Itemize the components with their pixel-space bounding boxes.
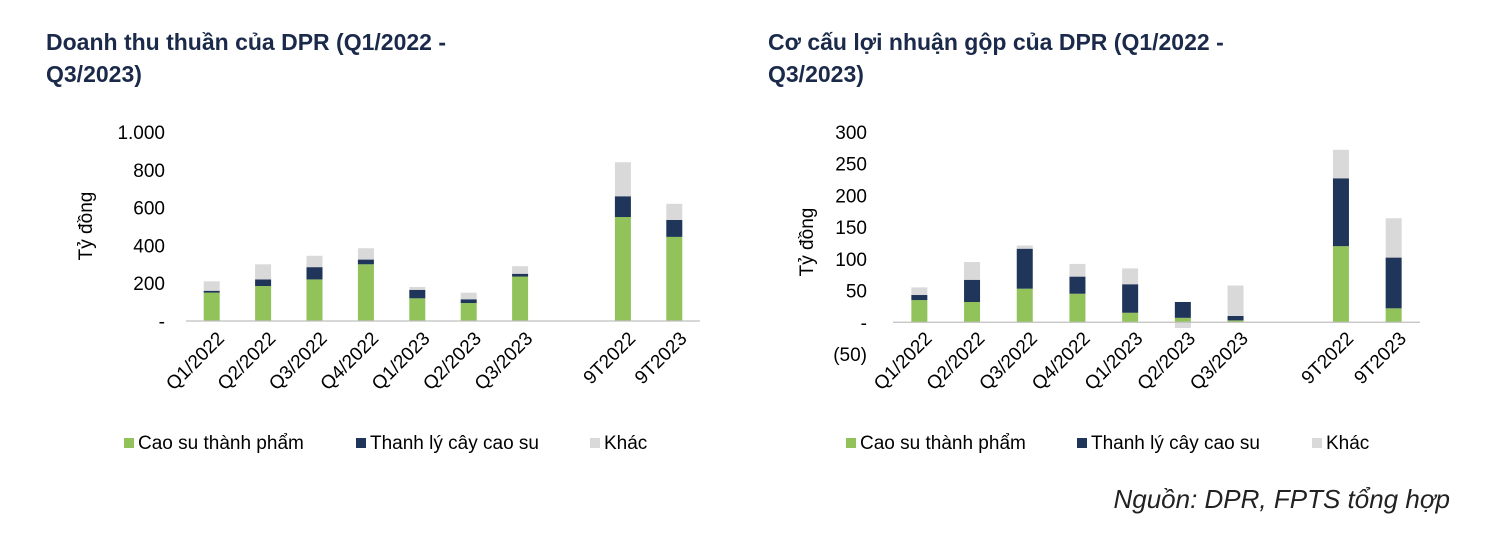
profit-y-axis-label: Tỷ đồng (797, 208, 818, 277)
revenue-ytick-label: 200 (133, 274, 165, 295)
chart-title-gross-profit-line2: Q3/2023) (768, 61, 864, 87)
revenue-bar-9T2023-series-1 (666, 219, 683, 237)
profit-ytick-label: 250 (835, 155, 867, 176)
revenue-bar-Q4/2022-series-2 (357, 248, 374, 260)
profit-bar-Q3/2023-series-2 (1227, 285, 1244, 316)
chart-title-gross-profit-line1: Cơ cấu lợi nhuận gộp của DPR (Q1/2022 - (768, 29, 1224, 55)
chart-title-revenue-line1: Doanh thu thuần của DPR (Q1/2022 - (46, 29, 446, 55)
revenue-legend-label-1: Thanh lý cây cao su (370, 433, 539, 454)
revenue-bar-9T2023-series-0 (666, 236, 683, 321)
revenue-bar-9T2022-series-0 (614, 217, 631, 321)
profit-bar-Q2/2022-series-0 (964, 301, 981, 323)
profit-xtick-label: 9T2022 (1298, 328, 1358, 388)
profit-bar-Q3/2022-series-2 (1016, 245, 1033, 249)
profit-bar-Q2/2023-series-2 (1174, 322, 1191, 328)
revenue-bar-Q3/2023-series-1 (512, 273, 529, 277)
profit-ytick-label: 150 (835, 218, 867, 239)
revenue-ytick-label: 1.000 (117, 123, 165, 144)
profit-xtick-label: Q3/2023 (1186, 328, 1252, 394)
profit-bar-Q1/2022-series-1 (911, 295, 928, 301)
profit-bar-Q4/2022-series-0 (1069, 293, 1086, 323)
profit-bar-Q1/2022-series-2 (911, 287, 928, 296)
chart-title-revenue: Doanh thu thuần của DPR (Q1/2022 - Q3/20… (46, 26, 516, 90)
revenue-ytick-label: - (159, 312, 165, 333)
profit-legend-label-0: Cao su thành phẩm (860, 433, 1026, 454)
profit-bar-Q1/2023-series-1 (1122, 284, 1139, 313)
revenue-xtick-label: 9T2023 (631, 328, 691, 388)
revenue-legend-swatch-1 (356, 438, 366, 448)
profit-bar-Q1/2023-series-2 (1122, 268, 1139, 285)
revenue-bar-Q1/2022-series-2 (203, 281, 220, 291)
profit-bar-9T2022-series-2 (1332, 149, 1349, 179)
profit-bar-Q1/2022-series-0 (911, 300, 928, 323)
revenue-bar-9T2022-series-1 (614, 196, 631, 218)
profit-ytick-label: 50 (846, 282, 867, 303)
profit-bar-Q3/2022-series-0 (1016, 288, 1033, 323)
profit-xtick-label: 9T2023 (1350, 328, 1410, 388)
profit-bar-Q2/2022-series-2 (964, 262, 981, 280)
profit-legend-swatch-2 (1312, 438, 1322, 448)
revenue-bar-Q2/2023-series-0 (460, 303, 477, 321)
revenue-bar-Q2/2022-series-2 (255, 264, 272, 280)
profit-legend-swatch-0 (846, 438, 856, 448)
revenue-bar-Q3/2022-series-0 (306, 279, 323, 321)
profit-bar-Q4/2022-series-1 (1069, 276, 1086, 294)
profit-bar-Q4/2022-series-2 (1069, 263, 1086, 277)
profit-bar-Q3/2023-series-1 (1227, 315, 1244, 321)
revenue-bar-Q1/2022-series-0 (203, 292, 220, 321)
revenue-ytick-label: 800 (133, 161, 165, 182)
revenue-bar-Q1/2023-series-2 (409, 286, 426, 290)
revenue-bar-Q2/2022-series-1 (255, 279, 272, 287)
profit-bar-Q2/2023-series-1 (1174, 301, 1191, 318)
revenue-bar-9T2023-series-2 (666, 203, 683, 220)
profit-bar-9T2023-series-1 (1385, 257, 1402, 309)
profit-bar-9T2022-series-1 (1332, 178, 1349, 247)
profit-legend-label-1: Thanh lý cây cao su (1091, 433, 1260, 454)
revenue-bar-Q1/2022-series-1 (203, 290, 220, 293)
profit-ytick-label: - (861, 313, 867, 334)
chart-title-revenue-line2: Q3/2023) (46, 61, 142, 87)
profit-bar-Q2/2023-series-0 (1174, 317, 1191, 323)
revenue-legend-label-2: Khác (604, 433, 647, 454)
profit-ytick-label: 200 (835, 186, 867, 207)
revenue-bar-Q2/2023-series-2 (460, 292, 477, 300)
revenue-ytick-label: 400 (133, 236, 165, 257)
revenue-legend-swatch-2 (590, 438, 600, 448)
revenue-bar-Q1/2023-series-0 (409, 298, 426, 321)
profit-bar-Q2/2022-series-1 (964, 279, 981, 302)
profit-bar-9T2022-series-0 (1332, 246, 1349, 323)
profit-bar-9T2023-series-2 (1385, 218, 1402, 258)
revenue-legend-swatch-0 (124, 438, 134, 448)
revenue-bar-Q2/2022-series-0 (255, 286, 272, 321)
revenue-bar-Q3/2023-series-0 (512, 276, 529, 321)
chart-title-gross-profit: Cơ cấu lợi nhuận gộp của DPR (Q1/2022 - … (768, 26, 1308, 90)
source-note: Nguồn: DPR, FPTS tổng hợp (1113, 484, 1450, 514)
revenue-ytick-label: 600 (133, 199, 165, 220)
revenue-bar-Q3/2023-series-2 (512, 266, 529, 274)
profit-bar-9T2023-series-0 (1385, 308, 1402, 323)
profit-ytick-label: (50) (833, 345, 867, 366)
profit-legend-label-2: Khác (1326, 433, 1369, 454)
revenue-bar-9T2022-series-2 (614, 162, 631, 197)
revenue-bar-Q3/2022-series-1 (306, 267, 323, 280)
profit-bar-Q1/2023-series-0 (1122, 312, 1139, 323)
profit-ytick-label: 300 (835, 123, 867, 144)
revenue-bar-Q2/2023-series-1 (460, 299, 477, 304)
revenue-bar-Q4/2022-series-0 (357, 264, 374, 321)
revenue-bar-Q1/2023-series-1 (409, 289, 426, 299)
revenue-legend-label-0: Cao su thành phẩm (138, 433, 304, 454)
revenue-bar-Q4/2022-series-1 (357, 259, 374, 265)
profit-legend-swatch-1 (1077, 438, 1087, 448)
profit-bar-Q3/2023-series-0 (1227, 320, 1244, 323)
profit-bar-Q3/2022-series-1 (1016, 248, 1033, 289)
profit-ytick-label: 100 (835, 250, 867, 271)
revenue-bar-Q3/2022-series-2 (306, 255, 323, 268)
revenue-y-axis-label: Tỷ đồng (76, 192, 97, 261)
revenue-xtick-label: 9T2022 (580, 328, 640, 388)
